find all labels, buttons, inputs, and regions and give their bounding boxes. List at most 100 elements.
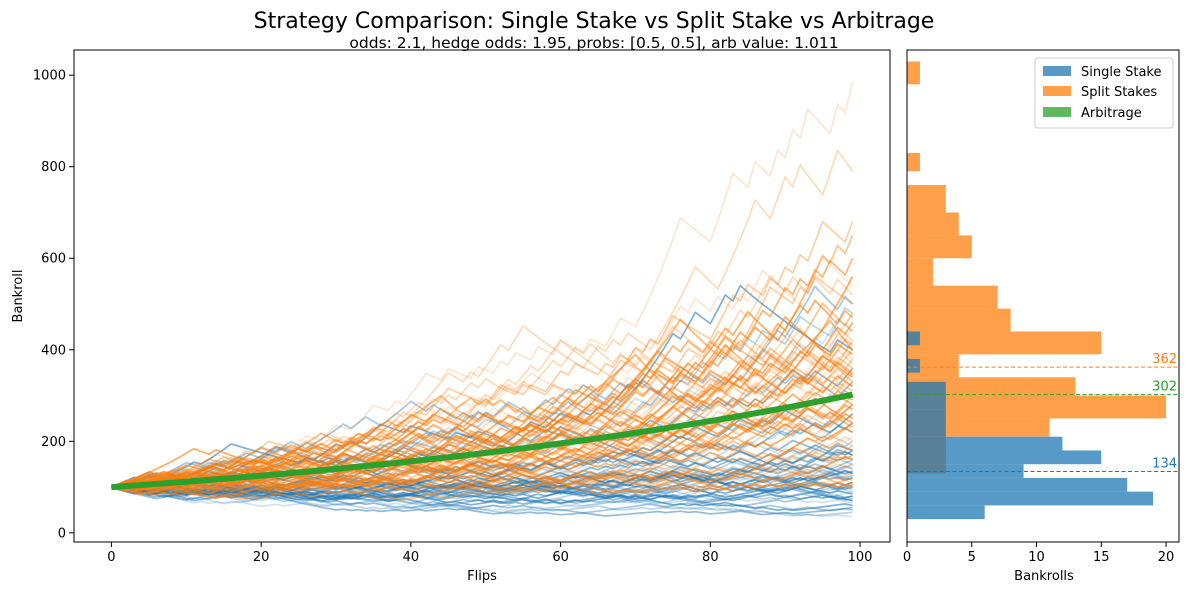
split-bankroll-line	[111, 411, 854, 491]
histogram-frame	[906, 49, 1180, 543]
split-histogram-bar	[907, 308, 1011, 332]
split-histogram-bar	[907, 212, 959, 236]
single-bankroll-line	[111, 476, 853, 510]
legend: Single Stake Split Stakes Arbitrage	[1034, 57, 1174, 129]
x-tick-label: 0	[107, 550, 115, 565]
single-histogram-bar	[907, 358, 920, 373]
y-tick-label: 1000	[33, 69, 66, 84]
single-bankroll-line	[111, 444, 853, 497]
single-bankroll-line	[111, 484, 853, 514]
single-histogram-bar	[907, 505, 985, 520]
single-histogram-bar	[907, 395, 946, 410]
split-bankroll-line	[111, 367, 854, 488]
histogram-bar-group	[907, 61, 1167, 520]
split-bankroll-line	[111, 332, 854, 488]
split-bankroll-line	[111, 471, 853, 499]
single-histogram-bar	[907, 477, 1128, 492]
split-histogram-bar	[907, 258, 933, 286]
split-bankroll-line	[111, 460, 853, 492]
x-tick-label: 80	[702, 550, 719, 565]
line-plot: 0 20 40 60 80 100 0 200 400 600 800 1000 Flips Ban…	[11, 49, 891, 584]
split-bankroll-line	[111, 404, 853, 499]
single-histogram-bar	[907, 450, 1102, 465]
single-histogram-bar	[907, 423, 946, 437]
split-bankroll-line	[111, 148, 854, 490]
single-histogram-bar	[907, 464, 1024, 478]
y-tick-label: 200	[41, 435, 66, 450]
x-tick-label: 100	[848, 550, 873, 565]
y-axis-label: Bankroll	[11, 270, 26, 323]
split-bankroll-line	[111, 455, 853, 491]
x-tick-label: 20	[253, 550, 270, 565]
split-histogram-bar	[907, 395, 1167, 419]
split-bankroll-line	[111, 349, 854, 488]
split-bankroll-line	[111, 456, 853, 492]
chart-title: Strategy Comparison: Single Stake vs Spl…	[254, 9, 935, 34]
split-bankroll-line	[111, 318, 854, 488]
line-plot-frame	[73, 49, 891, 543]
line-series-group	[111, 81, 854, 518]
split-histogram-bar	[907, 185, 946, 213]
histogram-x-tick-label: 20	[1158, 550, 1175, 565]
single-bankroll-line	[111, 479, 853, 499]
histogram-x-ticks: 0 5 10 15 20	[903, 542, 1174, 565]
reference-line-group: 134 302 362	[907, 352, 1179, 473]
split-bankroll-line	[111, 425, 853, 492]
legend-label-single: Single Stake	[1081, 65, 1161, 80]
single-median-label: 134	[1152, 457, 1177, 472]
single-bankroll-line	[111, 284, 854, 488]
split-bankroll-line	[111, 274, 854, 488]
x-tick-label: 60	[552, 550, 569, 565]
single-bankroll-line	[111, 419, 854, 501]
x-axis-ticks: 0 20 40 60 80 100	[107, 542, 872, 565]
single-bankroll-line	[111, 486, 853, 518]
histogram-x-label: Bankrolls	[1014, 569, 1074, 584]
y-tick-label: 400	[41, 343, 66, 358]
x-tick-label: 40	[403, 550, 420, 565]
split-bankroll-line	[111, 385, 854, 488]
arb-median-label: 302	[1152, 380, 1177, 395]
split-bankroll-line	[111, 426, 854, 496]
single-bankroll-line	[111, 468, 853, 501]
histogram-plot: 134 302 362 0 5 10 15 20 Bankrolls Single Stak…	[903, 49, 1180, 584]
y-axis-ticks: 0 200 400 600 800 1000	[33, 69, 74, 541]
split-bankroll-line	[111, 371, 854, 488]
split-histogram-bar	[907, 285, 998, 309]
split-bankroll-line	[111, 358, 854, 490]
chart-subtitle: odds: 2.1, hedge odds: 1.95, probs: [0.5…	[349, 34, 838, 52]
legend-label-arb: Arbitrage	[1081, 106, 1142, 121]
split-median-label: 362	[1152, 352, 1177, 367]
histogram-x-tick-label: 10	[1028, 550, 1045, 565]
y-tick-label: 600	[41, 252, 66, 267]
single-histogram-bar	[907, 331, 920, 346]
single-histogram-bar	[907, 436, 1063, 451]
single-bankroll-line	[111, 474, 853, 503]
single-bankroll-line	[111, 455, 853, 494]
single-bankroll-line	[111, 468, 853, 496]
single-histogram-bar	[907, 409, 946, 424]
single-bankroll-line	[111, 482, 853, 502]
split-histogram-bar	[907, 152, 920, 172]
legend-swatch-split	[1043, 86, 1071, 96]
legend-swatch-single	[1043, 66, 1071, 76]
split-histogram-bar	[907, 377, 1076, 396]
split-bankroll-line	[111, 81, 854, 491]
single-bankroll-line	[111, 480, 853, 508]
x-axis-label: Flips	[467, 569, 497, 584]
single-histogram-bar	[907, 491, 1154, 506]
histogram-x-tick-label: 0	[903, 550, 911, 565]
y-tick-label: 800	[41, 160, 66, 175]
single-bankroll-line	[111, 484, 853, 509]
histogram-x-tick-label: 15	[1093, 550, 1110, 565]
split-histogram-bar	[907, 331, 1102, 355]
split-bankroll-line	[111, 465, 853, 501]
split-histogram-bar	[907, 61, 920, 85]
split-histogram-bar	[907, 235, 972, 259]
y-tick-label: 0	[58, 526, 66, 541]
legend-swatch-arb	[1043, 107, 1071, 117]
arbitrage-bankroll-line	[111, 391, 854, 491]
single-bankroll-line	[111, 486, 853, 512]
split-bankroll-line	[111, 404, 853, 500]
legend-label-split: Split Stakes	[1081, 85, 1157, 100]
